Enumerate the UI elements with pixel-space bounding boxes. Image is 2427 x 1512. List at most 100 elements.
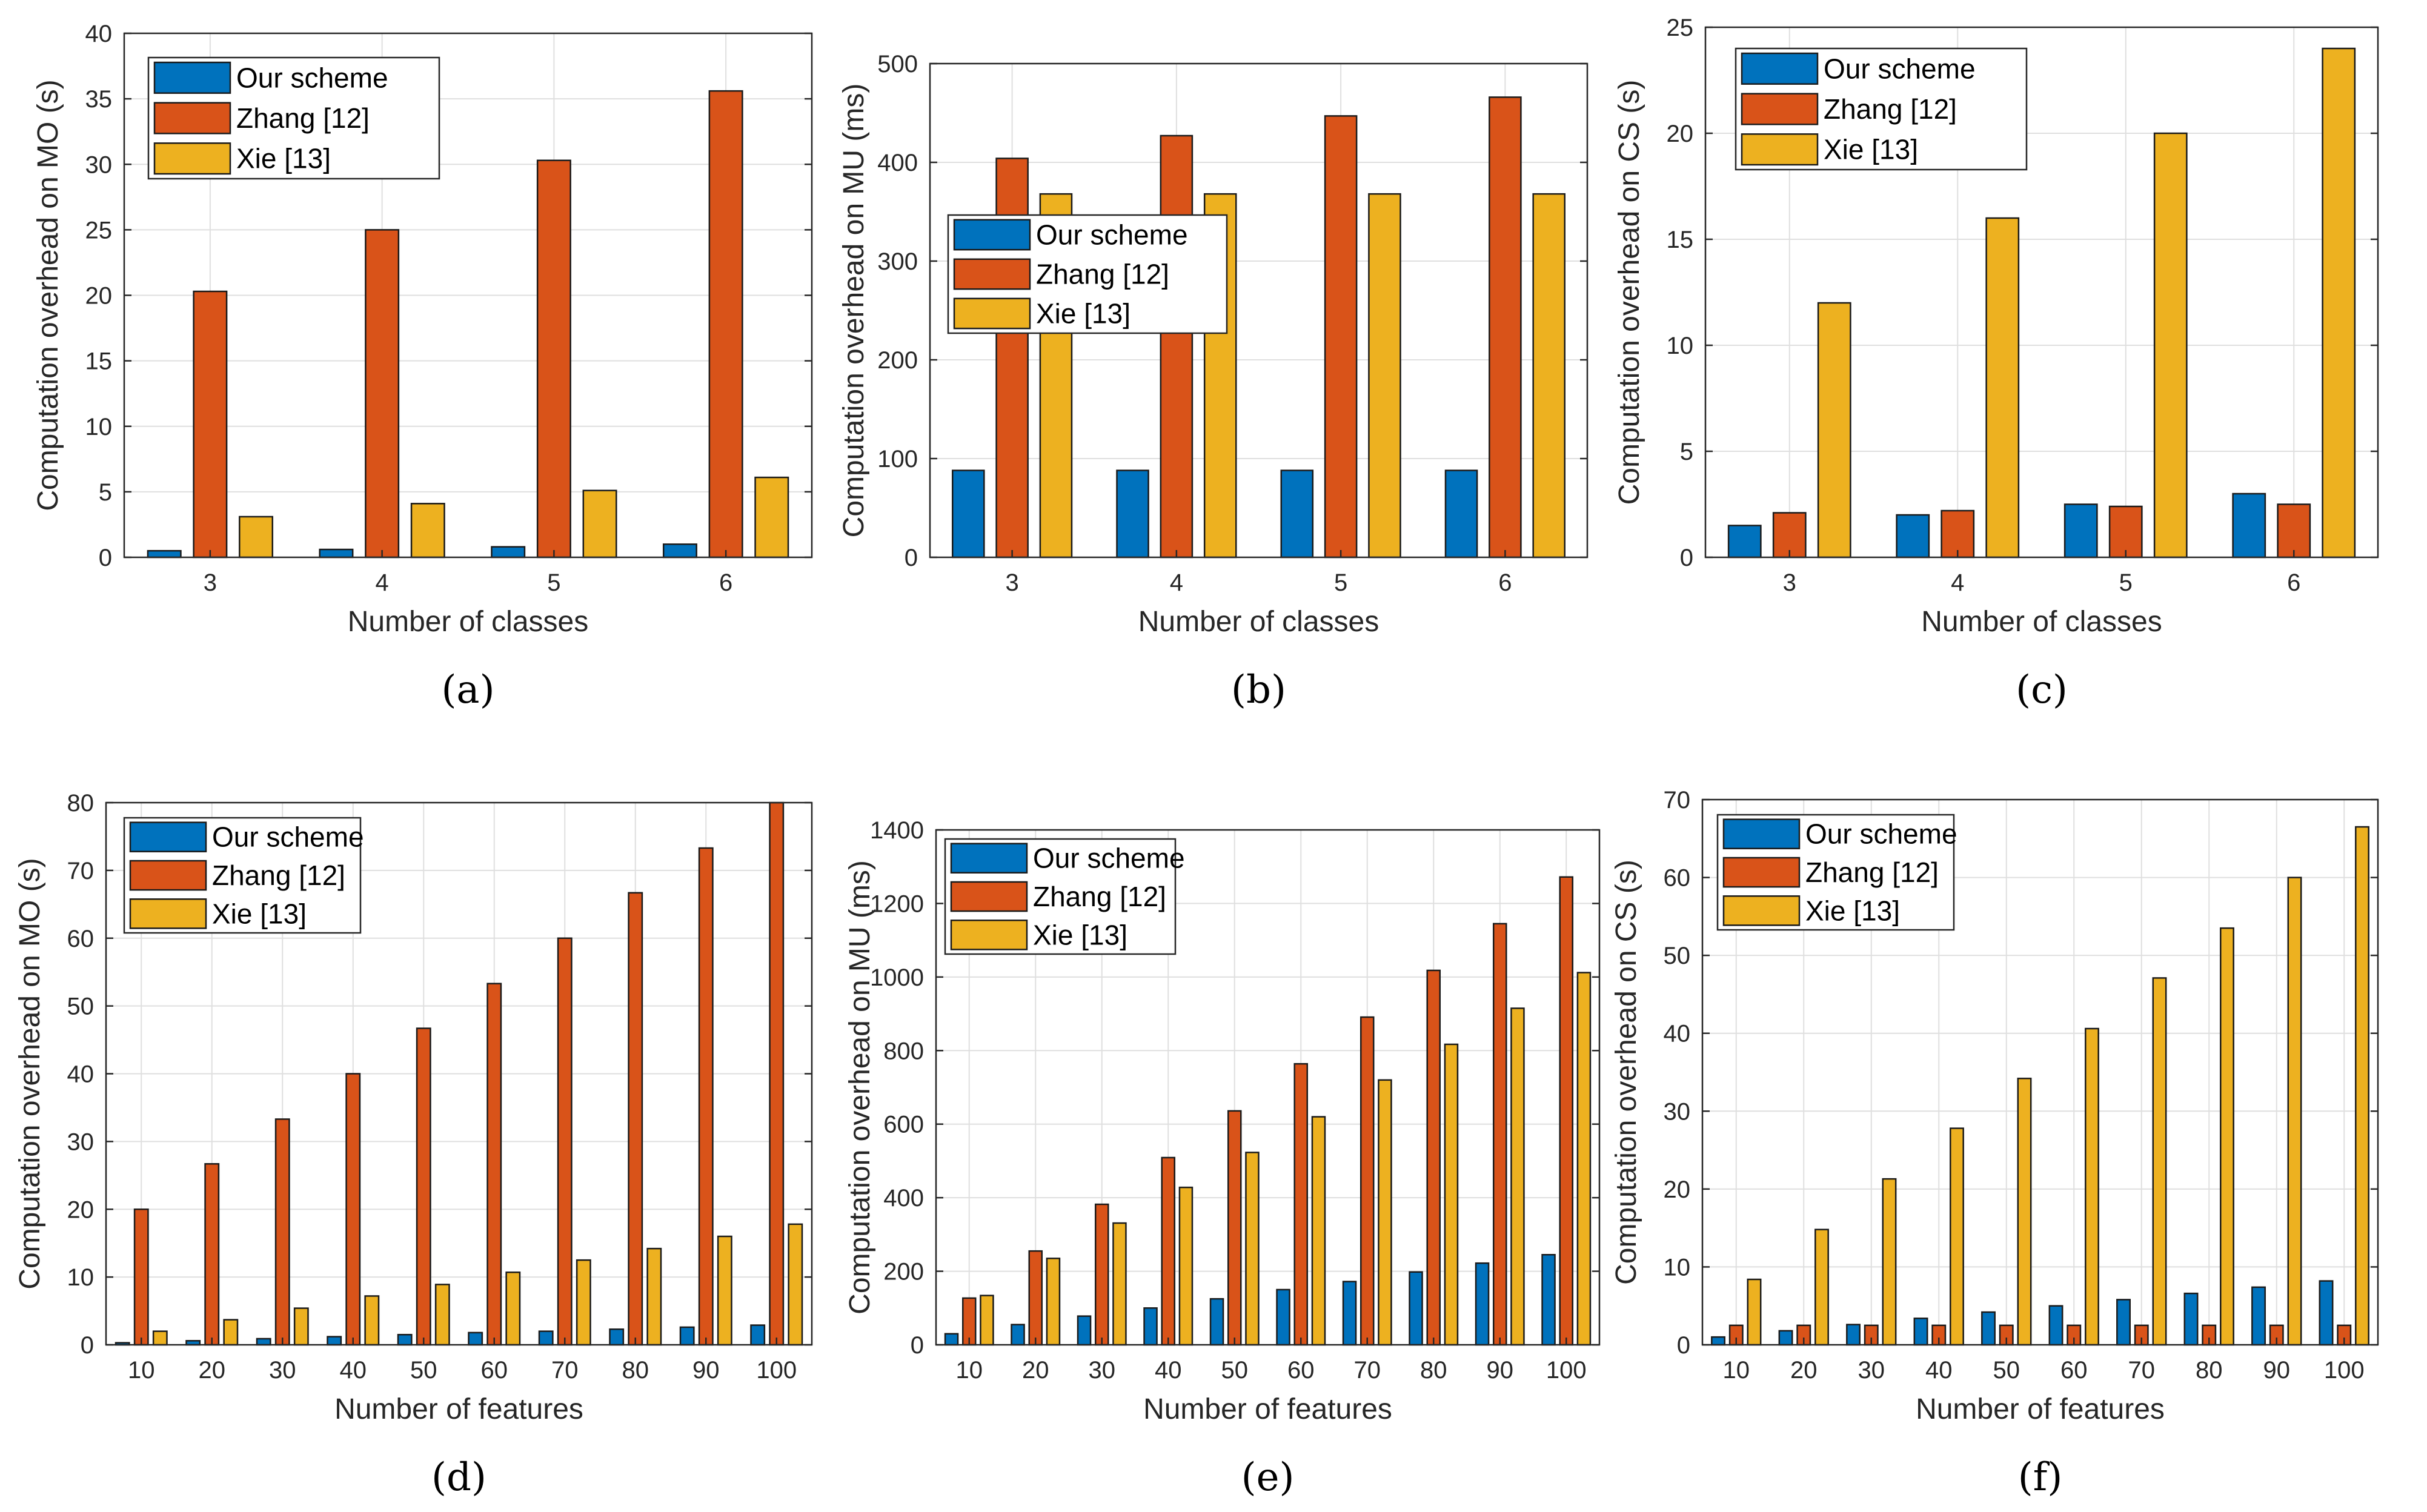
y-tick-label: 10	[67, 1264, 95, 1291]
bar-our-scheme-100	[750, 1324, 766, 1346]
bar-our-scheme-6	[2232, 492, 2266, 559]
y-tick-label: 40	[85, 21, 113, 47]
x-tick-label: 70	[2128, 1357, 2156, 1384]
legend-swatch-0	[950, 843, 1028, 874]
x-tick-label: 90	[2263, 1357, 2291, 1384]
bar-our-scheme-90	[2251, 1286, 2266, 1346]
y-tick-label: 800	[883, 1038, 924, 1064]
x-tick-label: 80	[2196, 1357, 2223, 1384]
bar-zhang-12-5	[2108, 505, 2143, 559]
x-tick-label: 30	[1858, 1357, 1885, 1384]
y-axis-title: Computation overhead on MO (s)	[32, 79, 64, 511]
bar-xie-13-40	[1950, 1127, 1964, 1346]
legend-entry-label: Zhang [12]	[236, 102, 370, 134]
legend-swatch-0	[153, 61, 231, 94]
bar-our-scheme-80	[2183, 1292, 2199, 1346]
y-tick-label: 25	[85, 217, 113, 244]
y-tick-label: 400	[877, 150, 918, 176]
legend-swatch-2	[153, 142, 231, 175]
bar-zhang-12-20	[1028, 1250, 1043, 1346]
bar-our-scheme-30	[1077, 1315, 1092, 1346]
y-tick-label: 200	[883, 1259, 924, 1285]
bar-our-scheme-100	[2319, 1280, 2334, 1346]
bar-xie-13-30	[1882, 1178, 1897, 1346]
x-axis-title: Number of features	[1143, 1393, 1392, 1425]
y-tick-label: 300	[877, 248, 918, 275]
legend-entry-label: Our scheme	[1036, 219, 1188, 251]
x-tick-label: 4	[1951, 569, 1964, 596]
legend-entry-label: Our scheme	[1033, 843, 1185, 874]
y-axis-title: Computation overhead on CS (s)	[1613, 80, 1645, 505]
y-tick-label: 1400	[870, 817, 924, 844]
bar-our-scheme-3	[1727, 525, 1762, 559]
bar-our-scheme-20	[1778, 1330, 1793, 1346]
bar-zhang-12-90	[698, 847, 714, 1346]
y-axis-title: Computation overhead on CS (s)	[1610, 860, 1642, 1285]
bar-zhang-12-70	[557, 937, 573, 1346]
legend-entry-label: Xie [13]	[1824, 134, 1918, 165]
bar-our-scheme-4	[1116, 469, 1149, 559]
bar-zhang-12-60	[486, 983, 502, 1346]
bar-zhang-12-6	[1489, 96, 1522, 559]
panel-label: (c)	[2016, 668, 2068, 712]
legend-swatch-2	[950, 920, 1028, 950]
legend-entry-label: Our scheme	[212, 821, 364, 853]
bar-xie-13-100	[788, 1223, 803, 1346]
y-tick-label: 50	[1664, 943, 1691, 969]
bar-our-scheme-40	[327, 1336, 342, 1346]
bar-zhang-12-6	[708, 90, 743, 559]
y-tick-label: 10	[1667, 333, 1694, 359]
y-tick-label: 10	[1664, 1254, 1691, 1281]
bar-our-scheme-5	[2063, 503, 2098, 559]
x-tick-label: 80	[622, 1357, 649, 1384]
bar-zhang-12-50	[1227, 1110, 1242, 1346]
bar-our-scheme-80	[609, 1328, 625, 1346]
x-tick-label: 5	[1334, 569, 1347, 596]
bar-zhang-12-30	[274, 1118, 290, 1346]
x-tick-label: 10	[1723, 1357, 1750, 1384]
bar-our-scheme-50	[397, 1333, 413, 1346]
x-tick-label: 50	[1993, 1357, 2020, 1384]
bar-zhang-12-40	[345, 1073, 361, 1346]
bar-zhang-12-4	[365, 229, 400, 559]
x-tick-label: 20	[1022, 1357, 1049, 1384]
y-tick-label: 35	[85, 86, 113, 113]
y-tick-label: 0	[911, 1332, 924, 1359]
x-tick-label: 60	[1287, 1357, 1315, 1384]
bar-xie-13-6	[1532, 193, 1565, 559]
legend-entry-label: Xie [13]	[212, 898, 307, 929]
panel-label: (a)	[441, 668, 494, 712]
x-tick-label: 10	[956, 1357, 983, 1384]
legend-swatch-1	[129, 860, 207, 891]
panel-label: (d)	[431, 1455, 486, 1500]
bar-zhang-12-40	[1161, 1156, 1176, 1346]
bar-our-scheme-40	[1143, 1307, 1158, 1346]
bar-xie-13-4	[1985, 217, 2020, 559]
bar-xie-13-100	[1576, 972, 1592, 1346]
bar-our-scheme-5	[1280, 469, 1314, 559]
y-tick-label: 40	[67, 1061, 95, 1088]
bar-xie-13-90	[2287, 877, 2302, 1346]
bar-xie-13-100	[2355, 826, 2369, 1346]
y-tick-label: 70	[67, 858, 95, 884]
bar-our-scheme-100	[1541, 1254, 1556, 1346]
x-tick-label: 6	[2287, 569, 2300, 596]
bar-xie-13-60	[2085, 1027, 2099, 1346]
x-tick-label: 3	[1783, 569, 1796, 596]
legend-swatch-2	[1722, 895, 1801, 926]
y-tick-label: 20	[67, 1196, 95, 1223]
x-tick-label: 40	[1925, 1357, 1953, 1384]
y-tick-label: 40	[1664, 1021, 1691, 1047]
x-tick-label: 6	[1498, 569, 1512, 596]
y-tick-label: 80	[67, 790, 95, 817]
bar-zhang-12-5	[1324, 115, 1358, 559]
bar-our-scheme-10	[1711, 1336, 1725, 1346]
panel-label: (e)	[1241, 1455, 1295, 1500]
y-tick-label: 0	[99, 545, 112, 571]
bar-xie-13-10	[152, 1330, 168, 1346]
x-tick-label: 5	[2119, 569, 2133, 596]
x-tick-label: 3	[1006, 569, 1019, 596]
bar-our-scheme-60	[468, 1331, 483, 1346]
legend-entry-label: Xie [13]	[1036, 298, 1130, 330]
plot-area-frame	[935, 829, 1601, 1346]
